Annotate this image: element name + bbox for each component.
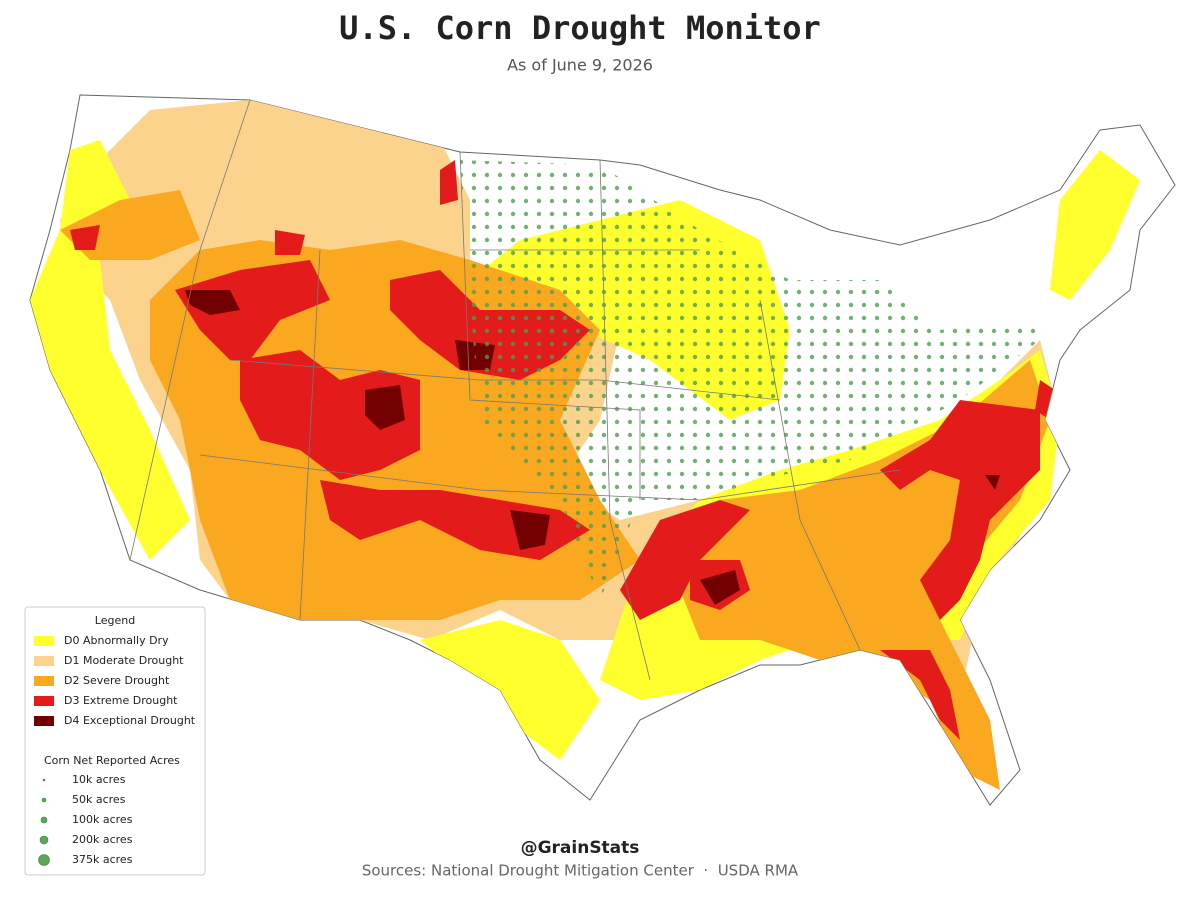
drought-area [365,385,405,430]
legend-label: D1 Moderate Drought [64,654,184,667]
drought-area [30,140,190,560]
drought-area [985,475,1000,490]
legend-label: D2 Severe Drought [64,674,170,687]
drought-area [440,160,458,205]
acres-title: Corn Net Reported Acres [44,754,180,767]
acres-symbol [38,854,50,866]
legend-label: D0 Abnormally Dry [64,634,169,647]
acres-symbol [41,797,47,803]
drought-area [275,230,305,255]
legend-swatch [34,636,54,646]
sources: Sources: National Drought Mitigation Cen… [362,862,799,880]
drought-area [620,500,750,620]
legend-label: D4 Exceptional Drought [64,714,196,727]
legend-swatch [34,676,54,686]
state-lines [129,99,901,681]
drought-area [1050,150,1140,300]
acres-symbol [40,816,48,824]
legend-swatch [34,656,54,666]
legend-swatch [34,716,54,726]
acres-label: 100k acres [72,813,133,826]
drought-area [880,650,960,740]
us-map [29,94,1176,806]
acres-symbol [42,778,46,782]
drought-area [700,570,740,605]
acres-label: 375k acres [72,853,133,866]
drought-areas [30,99,1140,790]
drought-area [240,350,420,480]
legend-title: Legend [95,614,135,627]
legend-swatch [34,696,54,706]
drought-area [510,510,550,550]
legend: Legend Corn Net Reported Acres D0 Abnorm… [24,606,206,876]
drought-area [185,290,240,315]
legend-box [24,606,206,876]
legend-label: D3 Extreme Drought [64,694,178,707]
drought-area [70,225,100,250]
drought-area [420,620,600,760]
drought-area [175,260,330,360]
acres-label: 10k acres [72,773,126,786]
acres-label: 50k acres [72,793,126,806]
subtitle: As of June 9, 2026 [507,56,653,75]
acres-symbol [39,835,49,845]
acres-label: 200k acres [72,833,133,846]
corn-acres-dots [460,160,1040,600]
title: U.S. Corn Drought Monitor [339,9,821,47]
handle: @GrainStats [521,838,640,858]
drought-area [880,400,1040,620]
